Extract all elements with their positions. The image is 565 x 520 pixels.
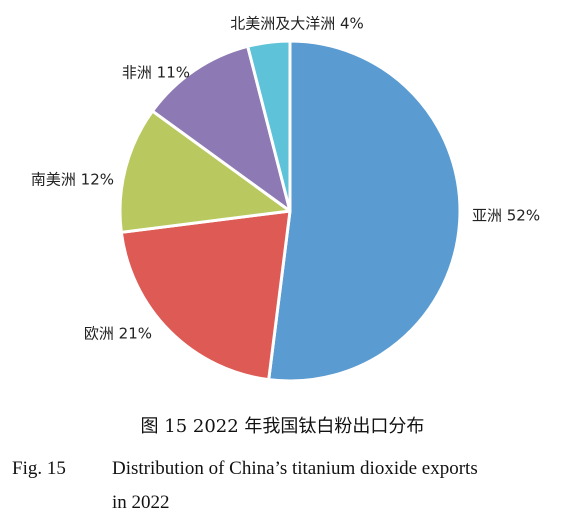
pie-slice-4 — [150, 44, 292, 213]
caption-english-line-2: in 2022 — [112, 492, 170, 513]
slice-label-5: 北美洲及大洋洲 4% — [230, 15, 364, 33]
slice-labels: 亚洲 52% 欧洲 21% 南美洲 12% 非洲 11% 北美洲及大洋洲 4% — [31, 15, 540, 343]
pie-chart: 亚洲 52% 欧洲 21% 南美洲 12% 非洲 11% 北美洲及大洋洲 4% — [31, 15, 540, 383]
slice-label-1: 亚洲 52% — [472, 207, 540, 225]
caption-english-line-1: Distribution of China’s titanium dioxide… — [112, 458, 478, 479]
slice-label-3: 南美洲 12% — [31, 171, 114, 189]
pie-slices — [118, 39, 462, 383]
slice-label-2: 欧洲 21% — [84, 325, 152, 343]
pie-slice-3 — [118, 109, 292, 234]
caption-chinese: 图 15 2022 年我国钛白粉出口分布 — [140, 416, 425, 437]
pie-slice-1 — [267, 39, 462, 383]
caption-figure-number: Fig. 15 — [12, 458, 66, 479]
pie-slice-2 — [119, 209, 292, 382]
pie-slice-5 — [246, 39, 292, 213]
slice-label-4: 非洲 11% — [122, 64, 190, 82]
